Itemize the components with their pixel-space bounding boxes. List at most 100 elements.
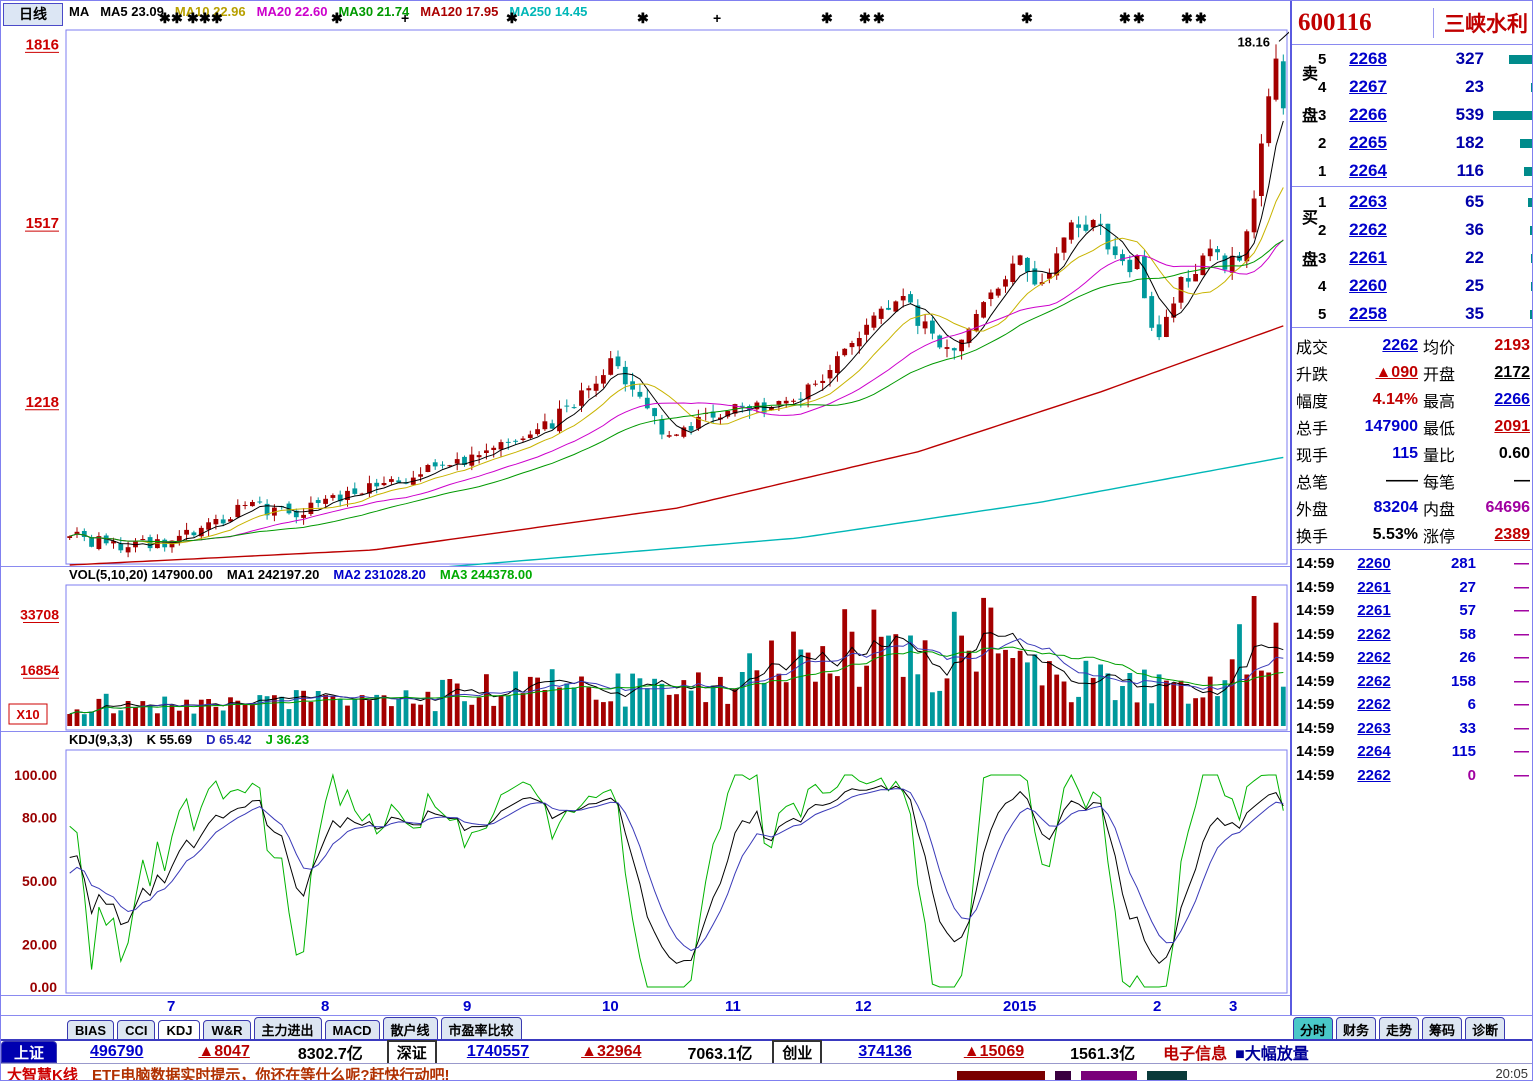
stat-label: 最高 (1423, 393, 1456, 411)
stat-value: 4.14% (1372, 390, 1418, 408)
tick-flag: — (1514, 696, 1529, 714)
ask-row[interactable]: 4 2267 23 (1292, 73, 1532, 101)
tick-volume: 281 (1450, 555, 1476, 573)
volume-ma-value: MA1 242197.20 (226, 567, 320, 582)
ma-readout: MA MA5 23.09 MA10 22.96 MA20 22.60 MA30 21.7… (69, 4, 598, 19)
level-number: 4 (1318, 78, 1327, 96)
stat-value: 115 (1392, 444, 1418, 462)
volume-bar (1508, 54, 1532, 64)
statusbar-item: 1740557 (466, 1043, 530, 1060)
ask-row[interactable]: 3 2266 539 (1292, 101, 1532, 129)
statusbar-item[interactable]: 上证 (1, 1041, 58, 1063)
tick-flag: — (1514, 743, 1529, 761)
sell-side-label: 卖盘 (1299, 65, 1316, 149)
indicator-tab[interactable]: W&R (203, 1020, 251, 1041)
quote-tab[interactable]: 走势 (1379, 1017, 1420, 1042)
volume-bar (1530, 309, 1532, 319)
statusbar-item[interactable]: 创业 (772, 1039, 823, 1065)
stat-value: ▲090 (1375, 363, 1418, 381)
bid-row[interactable]: 2 2262 36 (1292, 216, 1532, 244)
indicator-tab[interactable]: BIAS (67, 1020, 115, 1041)
tick-row: 14:59 2262 0 — (1292, 764, 1532, 788)
statusbar-item: ▲8047 (198, 1043, 250, 1060)
tick-time: 14:59 (1296, 555, 1335, 573)
tick-row: 14:59 2262 58 — (1292, 623, 1532, 647)
tick-time: 14:59 (1296, 649, 1335, 667)
ask-row[interactable]: 2 2265 182 (1292, 129, 1532, 157)
event-marker-icon: ✱ (1133, 10, 1145, 26)
stat-label: 幅度 (1296, 393, 1329, 411)
volume-bar (1531, 253, 1532, 263)
x-axis-label: 2 (1153, 998, 1162, 1015)
quote-tab[interactable]: 诊断 (1465, 1017, 1506, 1042)
volume-bar (1530, 225, 1532, 235)
ma-value: MA30 21.74 (338, 4, 410, 19)
tick-flag: — (1514, 672, 1529, 690)
tick-price: 2261 (1357, 602, 1391, 620)
tick-volume: 58 (1459, 625, 1476, 643)
taskbar-block (1081, 1071, 1137, 1080)
stat-value: 147900 (1364, 417, 1418, 435)
event-marker-icon: ✱ (1021, 10, 1033, 26)
indicator-tab[interactable]: MACD (324, 1020, 380, 1041)
stat-label: 量比 (1423, 447, 1456, 465)
tick-price: 2263 (1357, 719, 1391, 737)
statusbar-item: 374136 (858, 1043, 912, 1060)
ma-value: MA (69, 4, 90, 19)
event-marker-icon: ✱ (859, 10, 871, 26)
svg-text:X10: X10 (16, 707, 39, 722)
stat-label: 总手 (1296, 420, 1329, 438)
bid-row[interactable]: 1 2263 65 (1292, 188, 1532, 216)
volume: 182 (1455, 133, 1484, 152)
kdj-chart[interactable]: 100.00 80.00 50.00 20.00 0.00 (1, 749, 1289, 994)
indicator-tab[interactable]: CCI (117, 1020, 156, 1041)
volume-ma-value: VOL(5,10,20) 147900.00 (69, 567, 213, 582)
tick-row: 14:59 2262 6 — (1292, 693, 1532, 717)
tick-flag: — (1514, 602, 1529, 620)
orderbook-divider (1292, 186, 1532, 187)
ask-row[interactable]: 1 2264 116 (1292, 157, 1532, 185)
ask-levels: 5 2268 327 4 2267 23 3 2266 539 2 2265 182 1 2264 116 (1292, 45, 1532, 185)
volume: 539 (1455, 105, 1484, 124)
level-number: 1 (1318, 193, 1327, 211)
tick-row: 14:59 2260 281 — (1292, 552, 1532, 576)
tick-flag: — (1514, 649, 1529, 667)
volume-readout: VOL(5,10,20) 147900.00 MA1 242197.20 MA2 2… (1, 566, 1290, 584)
tick-time: 14:59 (1296, 766, 1335, 784)
tick-price: 2262 (1357, 766, 1391, 784)
svg-text:1816: 1816 (26, 36, 59, 53)
price: 2261 (1349, 248, 1387, 267)
volume-chart[interactable]: 33708 16854 X10 (1, 584, 1289, 731)
stat-value: 0.60 (1498, 444, 1530, 462)
ma-value: MA5 23.09 (100, 4, 164, 19)
stat-row: 现手 115 量比 0.60 (1296, 440, 1530, 467)
tick-flag: — (1514, 625, 1529, 643)
tick-row: 14:59 2261 57 — (1292, 599, 1532, 623)
indicator-tab[interactable]: KDJ (158, 1020, 201, 1041)
level-number: 5 (1318, 50, 1327, 68)
statusbar-item[interactable]: 深证 (386, 1039, 437, 1065)
bid-row[interactable]: 5 2258 35 (1292, 300, 1532, 328)
indicator-tab[interactable]: 主力进出 (253, 1017, 322, 1042)
bid-row[interactable]: 3 2261 22 (1292, 244, 1532, 272)
candlestick-chart[interactable]: 1816 1517 1218 18.16 (1, 29, 1289, 566)
ask-row[interactable]: 5 2268 327 (1292, 45, 1532, 73)
volume-bar (1519, 138, 1532, 148)
event-marker-icon: ✱ (331, 10, 343, 26)
stat-label: 每笔 (1423, 474, 1456, 492)
bid-row[interactable]: 4 2260 25 (1292, 272, 1532, 300)
event-marker-icon: ✱ (171, 10, 183, 26)
tick-price: 2264 (1357, 743, 1391, 761)
taskbar-block (957, 1071, 1045, 1080)
taskbar-block (1055, 1071, 1071, 1080)
volume: 23 (1465, 77, 1484, 96)
event-marker-row: ✱ ✱ ✱ ✱ ✱ ✱ + ✱ ✱ + ✱ ✱ ✱ ✱ ✱ ✱ ✱ ✱ (1, 1, 1290, 29)
event-marker-icon: ✱ (637, 10, 649, 26)
tick-flag: — (1514, 719, 1529, 737)
level-number: 2 (1318, 221, 1327, 239)
stat-label: 最低 (1423, 420, 1456, 438)
volume-ma-value: MA2 231028.20 (333, 567, 426, 582)
event-marker-icon: ✱ (873, 10, 885, 26)
period-tab-daily[interactable]: 日线 (3, 3, 63, 26)
stat-label: 成交 (1296, 339, 1329, 357)
